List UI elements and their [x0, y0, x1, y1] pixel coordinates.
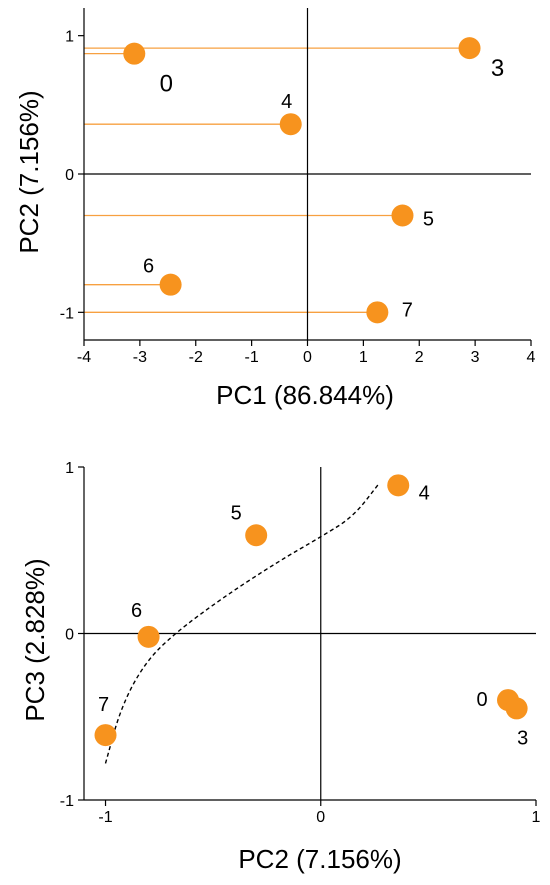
trend-curve [104, 483, 380, 764]
data-point-0 [123, 42, 146, 65]
x-tick-label: -2 [189, 349, 203, 366]
zero-lines [84, 467, 536, 800]
chart-pc2-pc3: -1 0 1 -1 0 1 0 3 4 5 6 7 PC2 (7.156%) PC3 (2.828… [20, 460, 541, 874]
point-label-0: 0 [160, 71, 173, 98]
x-tick-label: -1 [245, 349, 259, 366]
y-axis-title: PC3 (2.828%) [20, 558, 50, 721]
x-tick-label: 3 [471, 349, 480, 366]
x-tick-label: 1 [359, 349, 368, 366]
x-tick-label: -1 [98, 809, 112, 826]
data-point-4 [387, 474, 410, 497]
point-label-3: 3 [491, 55, 504, 82]
point-label-5: 5 [231, 502, 242, 524]
point-label-4: 4 [419, 482, 430, 504]
point-label-3: 3 [517, 727, 528, 749]
data-point-6 [137, 625, 160, 648]
y-tick-label: 1 [65, 460, 74, 477]
x-tick-label: 1 [532, 809, 541, 826]
y-ticks: -1 0 1 [60, 460, 84, 810]
zero-lines [84, 8, 531, 340]
y-axis-title: PC2 (7.156%) [14, 90, 44, 253]
data-point-6 [159, 273, 182, 296]
x-ticks: -4 -3 -2 -1 0 1 2 3 4 [77, 340, 536, 366]
y-ticks: -1 0 1 [60, 29, 84, 322]
x-ticks: -1 0 1 [98, 800, 541, 826]
point-label-5: 5 [423, 209, 434, 231]
x-tick-label: -3 [133, 349, 147, 366]
y-tick-label: 0 [65, 167, 74, 184]
data-point-7 [366, 301, 389, 324]
x-tick-label: 0 [316, 809, 325, 826]
data-point-7 [94, 724, 117, 747]
point-label-6: 6 [143, 256, 154, 278]
leader-lines [84, 47, 470, 313]
point-label-4: 4 [281, 91, 292, 113]
data-point-3 [505, 697, 528, 720]
x-tick-label: 2 [415, 349, 424, 366]
y-tick-label: 0 [65, 627, 74, 644]
x-axis-title: PC1 (86.844%) [216, 380, 394, 410]
y-tick-label: 1 [65, 29, 74, 46]
x-tick-label: -4 [77, 349, 91, 366]
data-point-5 [245, 524, 268, 547]
x-tick-label: 4 [527, 349, 536, 366]
y-tick-label: -1 [60, 793, 74, 810]
x-tick-label: 0 [303, 349, 312, 366]
point-label-7: 7 [402, 299, 413, 321]
point-labels: 0 3 4 5 6 7 [98, 482, 528, 749]
data-point-5 [391, 204, 414, 227]
points [94, 474, 528, 747]
data-point-4 [279, 113, 302, 136]
points [123, 37, 481, 324]
point-label-6: 6 [131, 600, 142, 622]
point-label-7: 7 [98, 694, 109, 716]
point-label-0: 0 [476, 689, 487, 711]
x-axis-title: PC2 (7.156%) [238, 844, 401, 874]
point-labels: 0 3 4 5 6 7 [143, 55, 504, 321]
y-tick-label: -1 [60, 305, 74, 322]
data-point-3 [458, 37, 481, 60]
